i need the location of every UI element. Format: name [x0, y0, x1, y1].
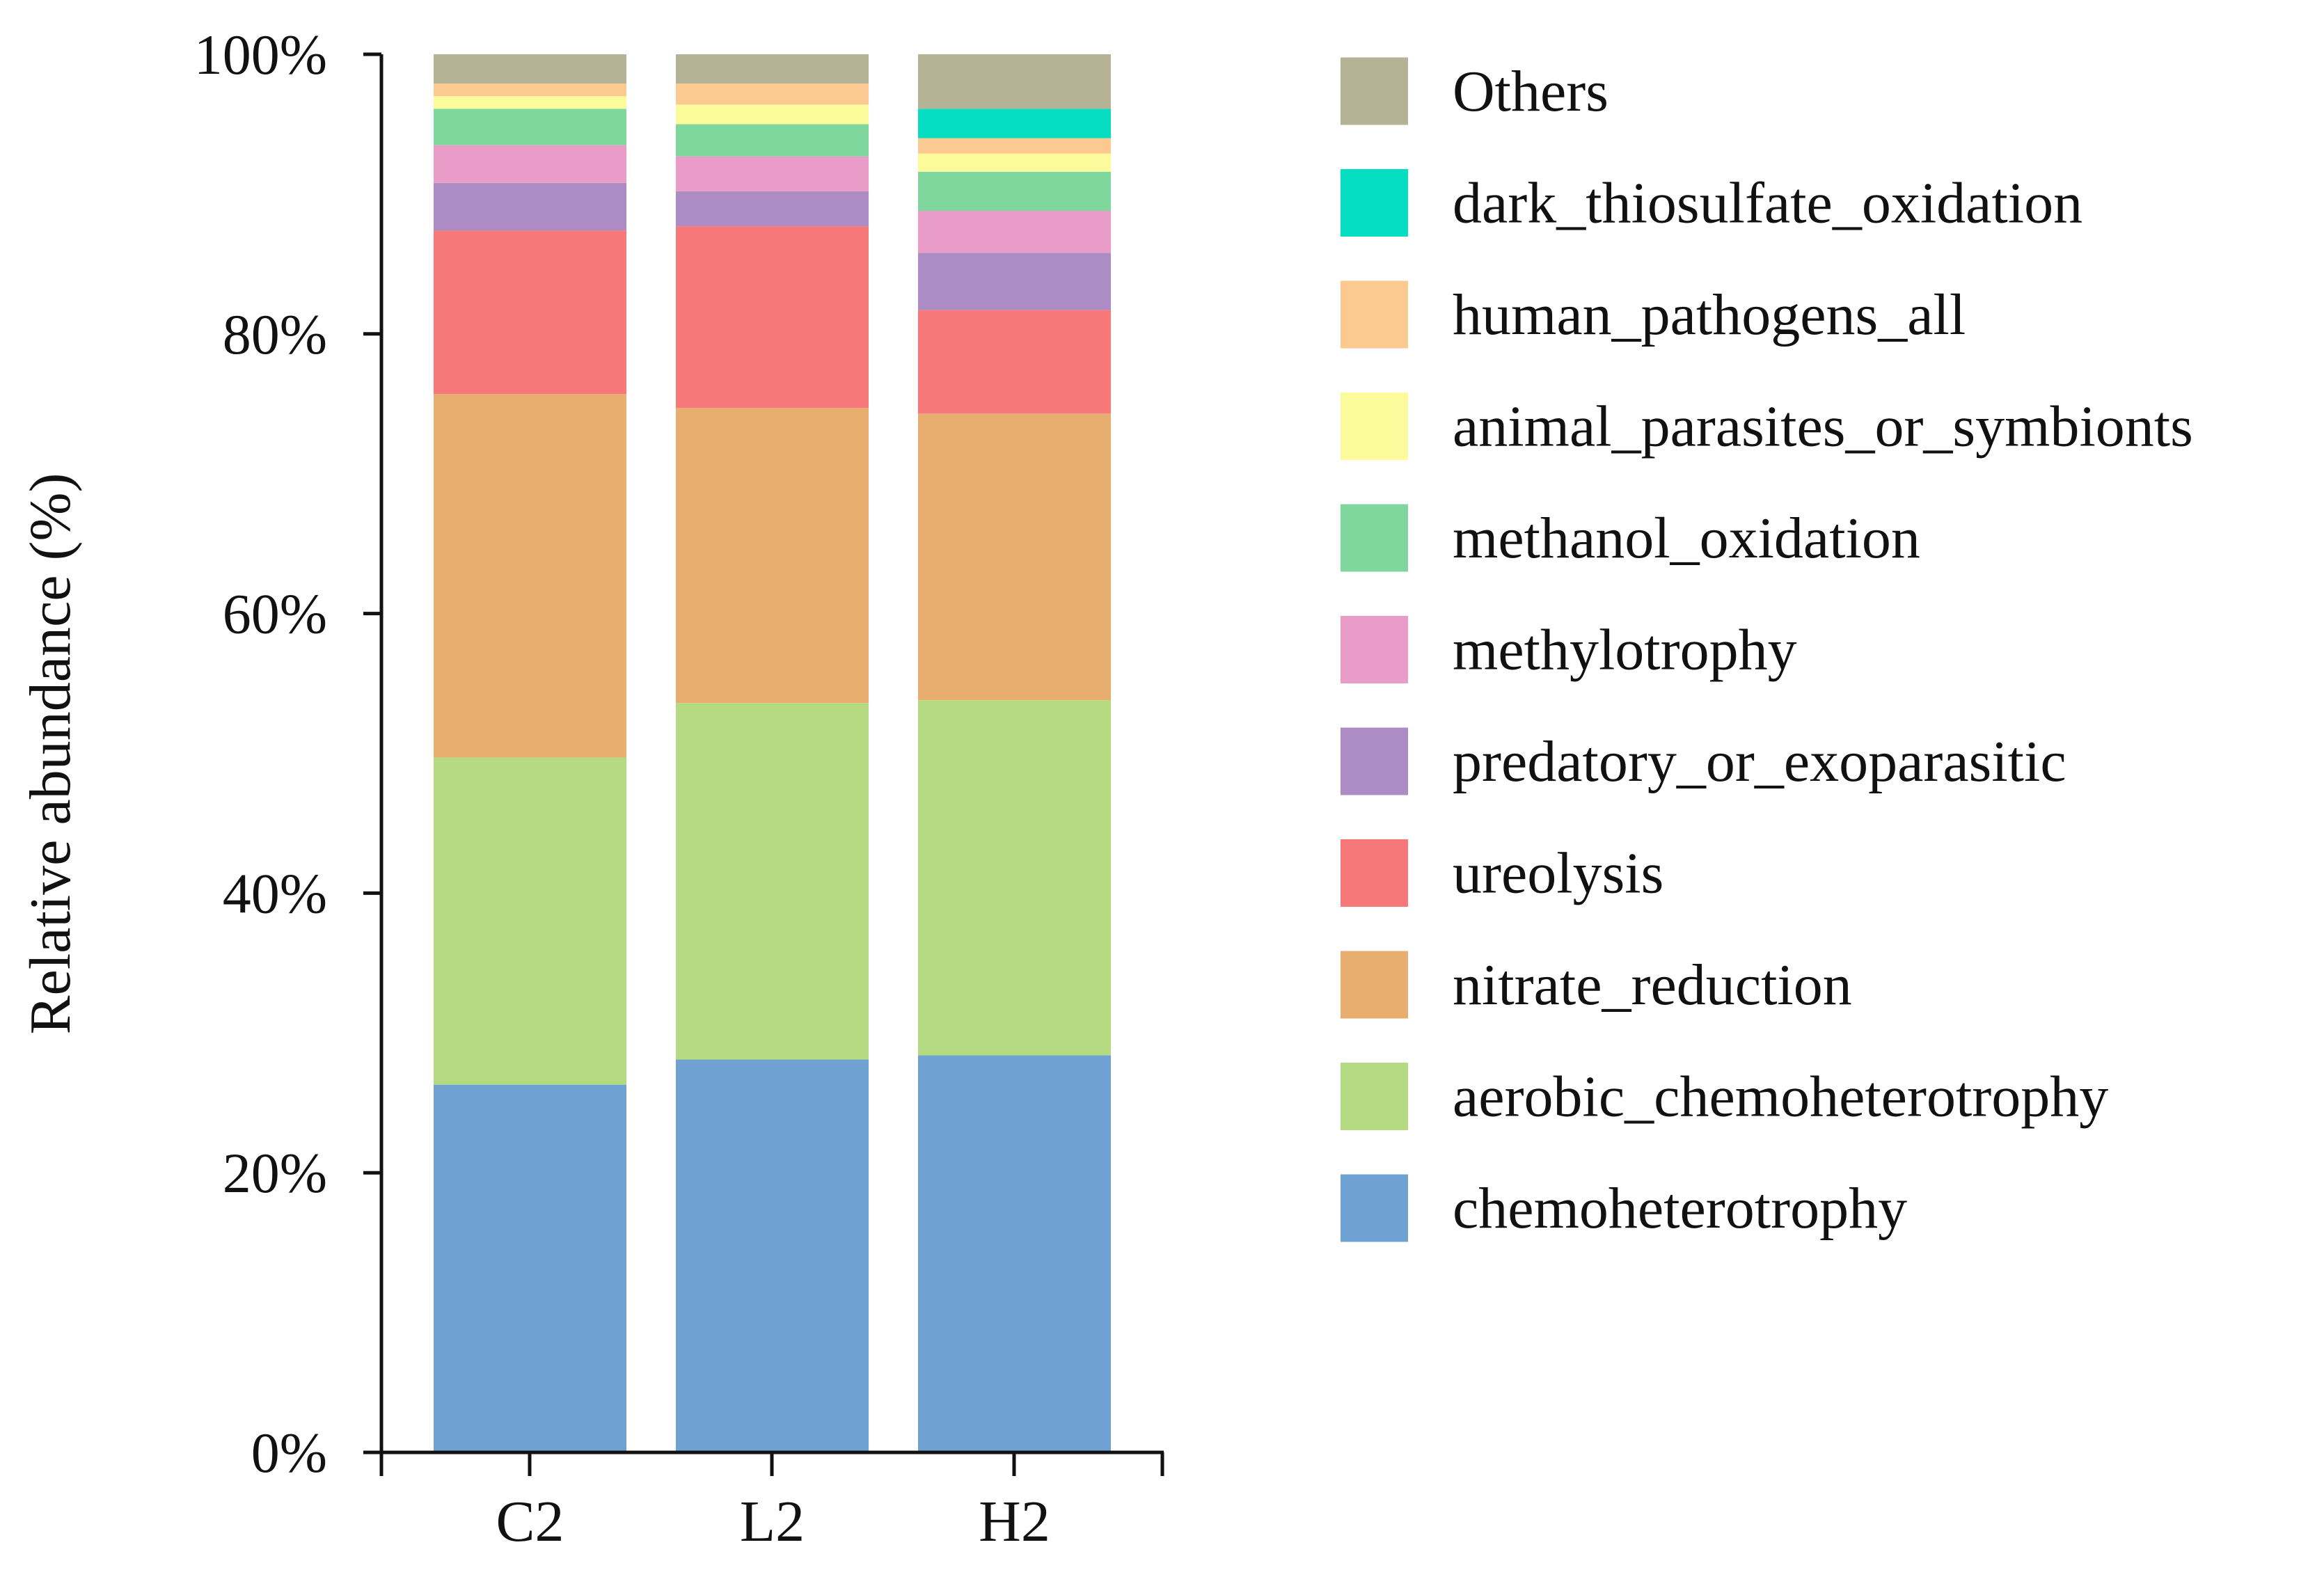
- legend-swatch: [1341, 727, 1408, 795]
- y-tick-label: 80%: [223, 303, 327, 366]
- legend-label: aerobic_chemoheterotrophy: [1453, 1065, 2108, 1129]
- bars-layer: [434, 54, 1111, 1452]
- legend-item-dark-thiosulfate-oxidation: dark_thiosulfate_oxidation: [1341, 169, 2082, 237]
- legend-swatch: [1341, 951, 1408, 1019]
- bar-segment-h2-methylotrophy: [918, 211, 1111, 253]
- legend-item-chemoheterotrophy: chemoheterotrophy: [1341, 1174, 1907, 1242]
- x-tick-label: L2: [740, 1489, 805, 1554]
- legend-swatch: [1341, 1174, 1408, 1242]
- legend-label: animal_parasites_or_symbionts: [1453, 395, 2193, 459]
- x-tick-label: H2: [979, 1489, 1050, 1554]
- legend-swatch: [1341, 280, 1408, 349]
- y-tick-label: 100%: [194, 23, 327, 86]
- legend-label: ureolysis: [1453, 841, 1663, 906]
- legend-item-nitrate-reduction: nitrate_reduction: [1341, 951, 1852, 1019]
- y-tick-label: 20%: [223, 1141, 327, 1205]
- legend-swatch: [1341, 169, 1408, 237]
- bar-segment-h2-nitrate-reduction: [918, 413, 1111, 701]
- ticks-layer: 0% 20% 40% 60% 80% 100% C2 L2 H2: [194, 23, 1164, 1554]
- legend-label: human_pathogens_all: [1453, 283, 1966, 347]
- legend-label: methylotrophy: [1453, 618, 1797, 683]
- legend-swatch: [1341, 57, 1408, 125]
- bar-segment-h2-methanol-oxidation: [918, 171, 1111, 212]
- bar-segment-h2-predatory-or-exoparasitic: [918, 253, 1111, 310]
- legend-label: predatory_or_exoparasitic: [1453, 729, 2066, 794]
- bar-segment-l2-human-pathogens-all: [676, 84, 869, 105]
- bar-segment-l2-ureolysis: [676, 226, 869, 409]
- legend-swatch: [1341, 504, 1408, 572]
- bar-segment-c2-human-pathogens-all: [434, 84, 626, 97]
- legend-swatch: [1341, 1063, 1408, 1130]
- bar-segment-l2-chemoheterotrophy: [676, 1059, 869, 1452]
- legend-item-ureolysis: ureolysis: [1341, 839, 1663, 907]
- legend-item-human-pathogens-all: human_pathogens_all: [1341, 280, 1966, 349]
- legend-label: Others: [1453, 59, 1608, 124]
- bar-segment-h2-animal-parasites-or-symbionts: [918, 153, 1111, 172]
- y-tick-label: 0%: [251, 1421, 327, 1484]
- bar-segment-h2-human-pathogens-all: [918, 138, 1111, 154]
- y-axis-title: Relative abundance (%): [18, 473, 83, 1035]
- bar-segment-l2-methylotrophy: [676, 156, 869, 191]
- legend: Others dark_thiosulfate_oxidation human_pa…: [1341, 57, 2193, 1242]
- bar-segment-c2-predatory-or-exoparasitic: [434, 182, 626, 231]
- bar-segment-c2-methylotrophy: [434, 145, 626, 183]
- legend-item-methanol-oxidation: methanol_oxidation: [1341, 504, 1920, 572]
- bar-segment-h2-chemoheterotrophy: [918, 1055, 1111, 1452]
- bar-segment-l2-others: [676, 54, 869, 84]
- bar-segment-l2-predatory-or-exoparasitic: [676, 191, 869, 227]
- legend-item-aerobic-chemoheterotrophy: aerobic_chemoheterotrophy: [1341, 1063, 2108, 1130]
- legend-label: chemoheterotrophy: [1453, 1176, 1907, 1241]
- bar-segment-h2-ureolysis: [918, 310, 1111, 414]
- bar-segment-l2-nitrate-reduction: [676, 408, 869, 704]
- bar-segment-l2-aerobic-chemoheterotrophy: [676, 703, 869, 1060]
- bar-segment-c2-others: [434, 54, 626, 84]
- bar-segment-h2-aerobic-chemoheterotrophy: [918, 700, 1111, 1056]
- bar-segment-c2-methanol-oxidation: [434, 109, 626, 145]
- legend-label: nitrate_reduction: [1453, 953, 1852, 1017]
- bar-segment-c2-chemoheterotrophy: [434, 1084, 626, 1452]
- bar-segment-c2-animal-parasites-or-symbionts: [434, 96, 626, 109]
- bar-segment-h2-others: [918, 54, 1111, 109]
- bar-segment-h2-dark-thiosulfate-oxidation: [918, 109, 1111, 138]
- bar-segment-c2-aerobic-chemoheterotrophy: [434, 757, 626, 1085]
- x-tick-label: C2: [496, 1489, 564, 1554]
- bar-segment-c2-ureolysis: [434, 230, 626, 395]
- legend-item-animal-parasites-or-symbionts: animal_parasites_or_symbionts: [1341, 392, 2193, 460]
- bar-segment-c2-nitrate-reduction: [434, 394, 626, 758]
- legend-swatch: [1341, 392, 1408, 460]
- bar-segment-l2-animal-parasites-or-symbionts: [676, 104, 869, 125]
- legend-item-methylotrophy: methylotrophy: [1341, 616, 1797, 683]
- legend-item-predatory-or-exoparasitic: predatory_or_exoparasitic: [1341, 727, 2066, 795]
- bar-segment-l2-methanol-oxidation: [676, 124, 869, 157]
- y-tick-label: 40%: [223, 862, 327, 925]
- legend-swatch: [1341, 839, 1408, 907]
- legend-swatch: [1341, 616, 1408, 683]
- legend-label: methanol_oxidation: [1453, 506, 1920, 571]
- legend-item-others: Others: [1341, 57, 1608, 125]
- legend-label: dark_thiosulfate_oxidation: [1453, 171, 2082, 236]
- y-tick-label: 60%: [223, 582, 327, 646]
